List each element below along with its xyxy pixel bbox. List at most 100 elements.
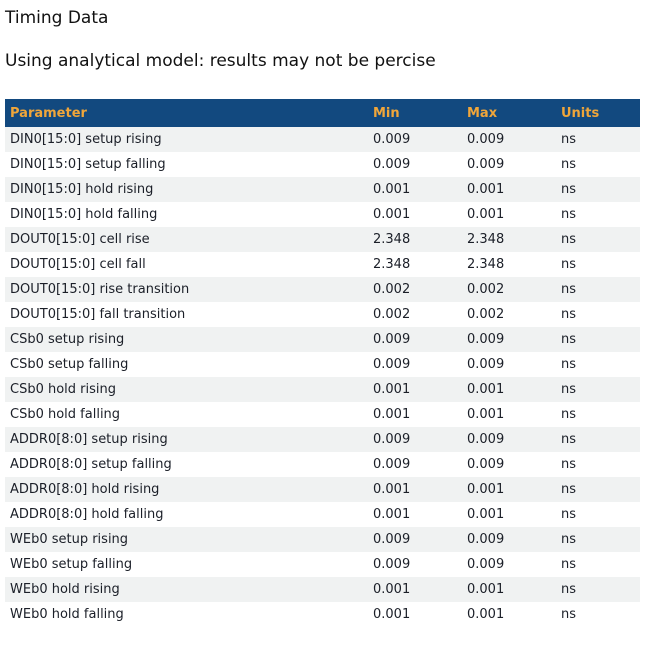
cell-units: ns [561,382,577,397]
cell-min: 0.009 [373,532,411,547]
cell-parameter: CSb0 hold falling [10,407,121,422]
table-row: ADDR0[8:0] setup rising 0.009 0.009 ns [5,427,640,452]
cell-min: 0.002 [373,307,411,322]
cell-parameter: CSb0 setup rising [10,332,125,347]
column-header-units: Units [556,99,640,127]
cell-parameter: ADDR0[8:0] hold falling [10,507,164,522]
cell-parameter: CSb0 setup falling [10,357,129,372]
cell-units: ns [561,457,577,472]
cell-parameter: ADDR0[8:0] setup falling [10,457,172,472]
cell-units: ns [561,132,577,147]
cell-units: ns [561,282,577,297]
cell-min: 0.001 [373,482,411,497]
cell-parameter: CSb0 hold rising [10,382,117,397]
cell-units: ns [561,507,577,522]
cell-parameter: DOUT0[15:0] cell fall [10,257,146,272]
cell-max: 0.009 [467,332,505,347]
timing-table: Parameter Min Max Units DIN0[15:0] setup… [5,99,640,627]
cell-units: ns [561,607,577,622]
table-row: WEb0 setup falling 0.009 0.009 ns [5,552,640,577]
cell-min: 0.002 [373,282,411,297]
cell-parameter: WEb0 hold falling [10,607,124,622]
cell-max: 0.002 [467,307,505,322]
cell-units: ns [561,357,577,372]
cell-min: 2.348 [373,257,411,272]
cell-units: ns [561,307,577,322]
table-row: DOUT0[15:0] rise transition 0.002 0.002 ns [5,277,640,302]
cell-parameter: DOUT0[15:0] cell rise [10,232,150,247]
table-row: ADDR0[8:0] hold rising 0.001 0.001 ns [5,477,640,502]
cell-parameter: DIN0[15:0] hold rising [10,182,154,197]
cell-units: ns [561,557,577,572]
table-row: DIN0[15:0] setup rising 0.009 0.009 ns [5,127,640,152]
table-row: DIN0[15:0] setup falling 0.009 0.009 ns [5,152,640,177]
table-row: WEb0 hold falling 0.001 0.001 ns [5,602,640,627]
cell-parameter: WEb0 setup falling [10,557,133,572]
table-row: CSb0 setup falling 0.009 0.009 ns [5,352,640,377]
cell-min: 0.009 [373,132,411,147]
cell-units: ns [561,407,577,422]
cell-max: 0.009 [467,532,505,547]
cell-max: 0.001 [467,607,505,622]
header-row: Parameter Min Max Units [5,99,640,127]
table-row: DOUT0[15:0] cell rise 2.348 2.348 ns [5,227,640,252]
cell-min: 0.001 [373,582,411,597]
cell-units: ns [561,232,577,247]
table-row: DOUT0[15:0] fall transition 0.002 0.002 ns [5,302,640,327]
cell-max: 0.009 [467,132,505,147]
cell-min: 0.001 [373,507,411,522]
cell-min: 0.009 [373,357,411,372]
cell-min: 0.001 [373,607,411,622]
table-row: DIN0[15:0] hold rising 0.001 0.001 ns [5,177,640,202]
table-row: CSb0 setup rising 0.009 0.009 ns [5,327,640,352]
cell-min: 2.348 [373,232,411,247]
column-header-parameter: Parameter [5,99,368,127]
table-row: CSb0 hold rising 0.001 0.001 ns [5,377,640,402]
cell-parameter: WEb0 setup rising [10,532,129,547]
cell-max: 0.009 [467,157,505,172]
cell-units: ns [561,157,577,172]
cell-parameter: DIN0[15:0] setup rising [10,132,162,147]
timing-table-header: Parameter Min Max Units [5,99,640,127]
cell-min: 0.009 [373,332,411,347]
table-row: ADDR0[8:0] hold falling 0.001 0.001 ns [5,502,640,527]
table-row: CSb0 hold falling 0.001 0.001 ns [5,402,640,427]
cell-min: 0.001 [373,207,411,222]
cell-max: 0.001 [467,482,505,497]
cell-max: 0.002 [467,282,505,297]
cell-max: 0.001 [467,407,505,422]
cell-parameter: DOUT0[15:0] rise transition [10,282,190,297]
table-row: WEb0 setup rising 0.009 0.009 ns [5,527,640,552]
cell-parameter: ADDR0[8:0] hold rising [10,482,160,497]
cell-max: 0.001 [467,182,505,197]
cell-parameter: ADDR0[8:0] setup rising [10,432,168,447]
table-row: ADDR0[8:0] setup falling 0.009 0.009 ns [5,452,640,477]
cell-min: 0.001 [373,407,411,422]
cell-max: 2.348 [467,232,505,247]
page-subtitle: Using analytical model: results may not … [5,51,436,71]
cell-parameter: DIN0[15:0] setup falling [10,157,166,172]
cell-min: 0.001 [373,382,411,397]
table-row: DOUT0[15:0] cell fall 2.348 2.348 ns [5,252,640,277]
cell-units: ns [561,207,577,222]
table-row: DIN0[15:0] hold falling 0.001 0.001 ns [5,202,640,227]
cell-units: ns [561,432,577,447]
cell-max: 0.009 [467,357,505,372]
cell-parameter: DOUT0[15:0] fall transition [10,307,186,322]
cell-max: 0.001 [467,507,505,522]
cell-units: ns [561,482,577,497]
cell-units: ns [561,182,577,197]
cell-max: 0.009 [467,432,505,447]
cell-max: 2.348 [467,257,505,272]
cell-min: 0.009 [373,457,411,472]
page-title: Timing Data [5,8,109,28]
cell-units: ns [561,532,577,547]
cell-units: ns [561,582,577,597]
cell-units: ns [561,332,577,347]
cell-max: 0.001 [467,382,505,397]
column-header-max: Max [462,99,556,127]
cell-min: 0.009 [373,557,411,572]
cell-units: ns [561,257,577,272]
table-row: WEb0 hold rising 0.001 0.001 ns [5,577,640,602]
